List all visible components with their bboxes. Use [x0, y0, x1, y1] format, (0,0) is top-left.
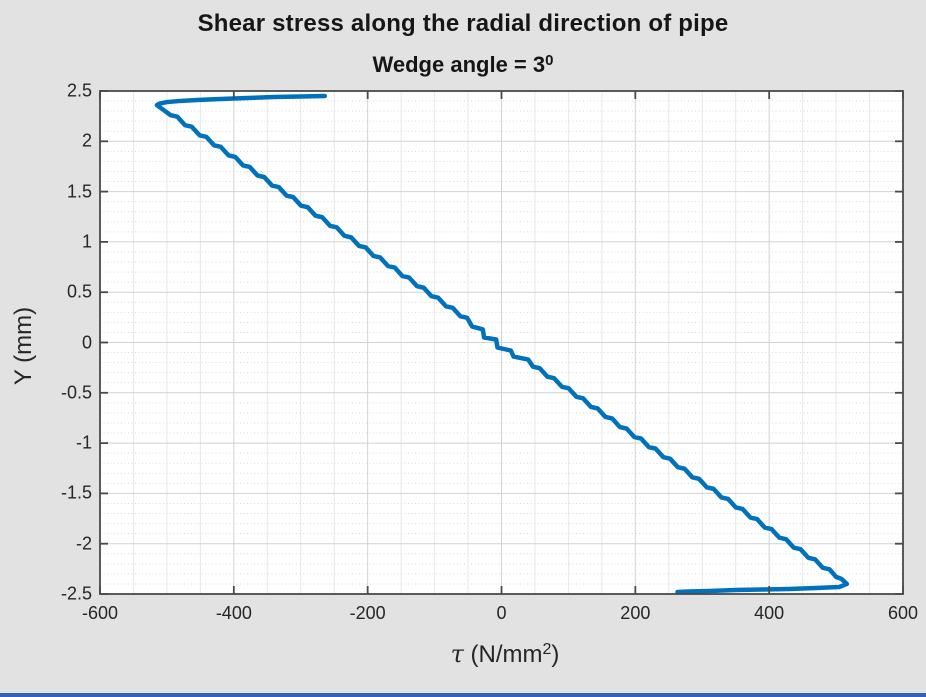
- x-tick-label: 400: [754, 603, 785, 623]
- chart-subtitle-superscript: 0: [545, 52, 554, 69]
- y-tick-label: -2: [75, 533, 92, 554]
- y-tick-label: -1.5: [60, 482, 92, 503]
- x-tick-label: 0: [496, 603, 507, 623]
- chart-title: Shear stress along the radial direction …: [197, 10, 729, 37]
- window-edge-strip: [0, 693, 926, 697]
- x-tick-label: -200: [349, 603, 386, 623]
- chart-subtitle-text: Wedge angle = 3: [372, 52, 546, 77]
- x-axis-label: τ (N/mm2): [450, 640, 560, 668]
- data-series-line: [154, 93, 850, 595]
- y-tick-label: 2.5: [66, 80, 92, 101]
- y-tick-label: 1.5: [66, 181, 92, 202]
- y-tick-label: -2.5: [60, 583, 92, 604]
- x-tick-label: -400: [215, 603, 252, 623]
- x-tick-label: 600: [887, 603, 919, 623]
- y-tick-label: 1: [81, 231, 92, 252]
- y-tick-label: 2: [81, 130, 92, 151]
- chart-subtitle: Wedge angle = 30: [0, 52, 926, 78]
- x-tick-label: -600: [81, 603, 119, 623]
- y-tick-label: 0: [81, 332, 92, 352]
- tau-symbol: τ: [450, 640, 464, 668]
- y-tick-label: -0.5: [60, 382, 92, 403]
- y-tick-label: 0.5: [66, 281, 92, 302]
- x-tick-label: 200: [620, 603, 651, 623]
- y-tick-label: -1: [75, 432, 92, 453]
